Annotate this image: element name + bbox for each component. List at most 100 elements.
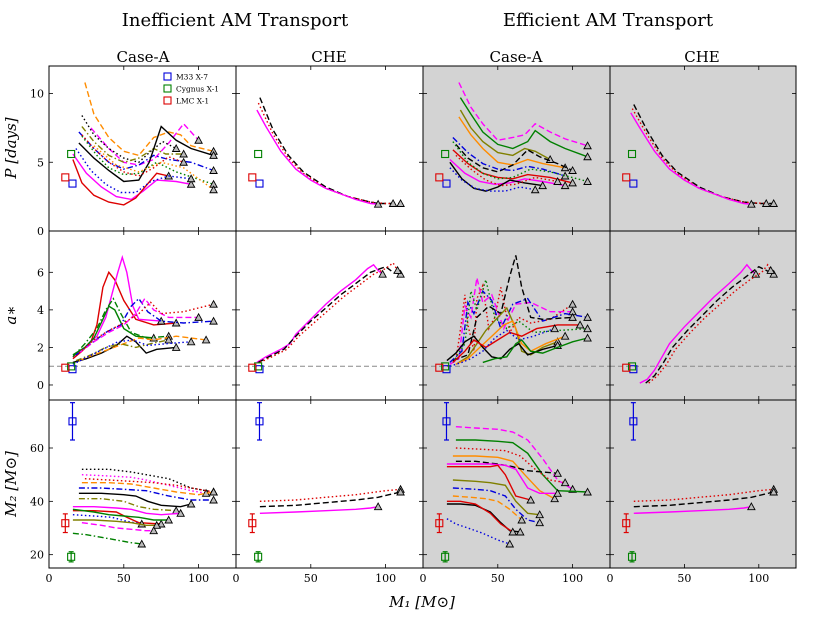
series-line-6 <box>78 492 192 508</box>
series-line-4 <box>81 126 184 164</box>
series-line-9 <box>452 141 588 183</box>
endpoint-triangle-marker <box>373 502 383 511</box>
endpoint-triangle-marker <box>575 320 585 329</box>
endpoint-triangle-marker <box>583 141 592 150</box>
panel-period-col-1: M33 X-7 Cygnus X-1 LMC X-1 <box>48 65 237 232</box>
y-tick-label: 6 <box>37 266 44 279</box>
endpoint-triangle-marker <box>209 185 218 194</box>
super-title-right: Efficient AM Transport <box>503 10 714 31</box>
y-tick-label: 60 <box>30 442 44 455</box>
endpoint-triangle-marker <box>209 495 218 504</box>
series-line-10 <box>452 495 523 521</box>
endpoint-triangle-marker <box>388 198 398 207</box>
series-line-5 <box>452 255 573 362</box>
series-line-7 <box>78 498 177 512</box>
endpoint-triangle-marker <box>201 335 211 344</box>
series-line-2 <box>455 439 588 493</box>
endpoint-triangle-marker <box>553 488 562 497</box>
endpoint-triangle-marker <box>769 269 779 278</box>
endpoint-triangle-marker <box>583 312 592 321</box>
observation-marker-lmc-x-1 <box>622 363 631 372</box>
observation-marker-cygnus-x-1 <box>441 362 450 371</box>
observation-marker-m33-x-7 <box>442 179 451 188</box>
panel-spin-col-2 <box>235 230 424 401</box>
legend-label: Cygnus X-1 <box>176 85 219 94</box>
x-tick-label: 100 <box>562 572 583 585</box>
endpoint-triangle-marker <box>209 316 218 325</box>
y-tick-label: 20 <box>30 549 44 562</box>
observation-marker-lmc-x-1 <box>248 519 257 528</box>
endpoint-triangle-marker <box>526 495 536 504</box>
endpoint-triangle-marker <box>550 494 560 503</box>
endpoint-triangle-marker <box>152 520 162 529</box>
panel-period-col-2 <box>235 65 424 232</box>
series-line-1 <box>84 82 214 157</box>
series-line-10 <box>72 508 169 521</box>
series-line-2 <box>631 108 767 205</box>
panel-background <box>610 231 796 400</box>
series-line-4 <box>81 482 214 496</box>
x-tick-label: 0 <box>607 572 614 585</box>
series-line-3 <box>630 112 752 205</box>
series-line-9 <box>72 153 192 201</box>
series-line-3 <box>648 263 772 384</box>
endpoint-triangle-marker <box>583 333 592 342</box>
series-line-13 <box>81 522 154 532</box>
series-line-11 <box>72 339 192 365</box>
x-tick-label: 0 <box>233 572 240 585</box>
observation-marker-lmc-x-1 <box>61 363 70 372</box>
endpoint-triangle-marker <box>373 199 383 208</box>
observation-marker-m33-x-7 <box>255 417 264 426</box>
legend-marker <box>163 96 172 105</box>
endpoint-triangle-marker <box>396 487 405 496</box>
observation-marker-lmc-x-1 <box>248 173 257 182</box>
x-axis-label: M₁ [M⊙] <box>388 593 455 611</box>
endpoint-triangle-marker <box>171 342 181 351</box>
series-line-9 <box>452 487 540 524</box>
endpoint-triangle-marker <box>505 539 515 548</box>
endpoint-triangle-marker <box>393 265 402 274</box>
endpoint-triangle-marker <box>538 181 548 190</box>
endpoint-triangle-marker <box>396 269 405 278</box>
observation-marker-m33-x-7 <box>68 179 77 188</box>
endpoint-triangle-marker <box>194 135 203 144</box>
observation-marker-lmc-x-1 <box>622 173 631 182</box>
series-line-4 <box>72 297 169 358</box>
observation-marker-cygnus-x-1 <box>254 149 263 159</box>
endpoint-triangle-marker <box>194 312 203 321</box>
series-line-3 <box>455 447 566 484</box>
series-line-2 <box>633 491 774 508</box>
endpoint-triangle-marker <box>517 515 527 524</box>
endpoint-triangle-marker <box>766 265 776 274</box>
endpoint-triangle-marker <box>583 324 592 333</box>
series-line-8 <box>81 134 184 177</box>
series-line-1 <box>458 82 588 147</box>
series-line-1 <box>259 488 401 502</box>
panel-companion_mass-col-2 <box>235 399 424 569</box>
observation-marker-cygnus-x-1 <box>67 552 76 561</box>
observation-marker-cygnus-x-1 <box>254 552 263 561</box>
endpoint-triangle-marker <box>583 152 592 161</box>
observation-marker-m33-x-7 <box>442 417 451 426</box>
observation-marker-cygnus-x-1 <box>627 149 637 159</box>
endpoint-triangle-marker <box>164 515 174 524</box>
series-line-8 <box>72 506 181 516</box>
series-line-8 <box>72 335 177 364</box>
super-title-left: Inefficient AM Transport <box>122 10 349 31</box>
series-line-2 <box>259 491 401 508</box>
series-line-5 <box>455 460 558 474</box>
series-line-3 <box>256 109 379 205</box>
column-title-1: Case-A <box>117 48 170 66</box>
endpoint-triangle-marker <box>769 198 779 207</box>
series-line-2 <box>645 265 775 384</box>
endpoint-triangle-marker <box>553 176 562 185</box>
observation-marker-lmc-x-1 <box>435 363 444 372</box>
series-line-6 <box>446 463 558 494</box>
endpoint-triangle-marker <box>568 178 577 187</box>
y-label-spin: a∗ <box>2 305 20 324</box>
panel-companion_mass-col-3 <box>422 399 611 569</box>
y-tick-label: 5 <box>37 156 44 169</box>
endpoint-triangle-marker <box>209 487 218 496</box>
x-tick-label: 50 <box>491 572 505 585</box>
